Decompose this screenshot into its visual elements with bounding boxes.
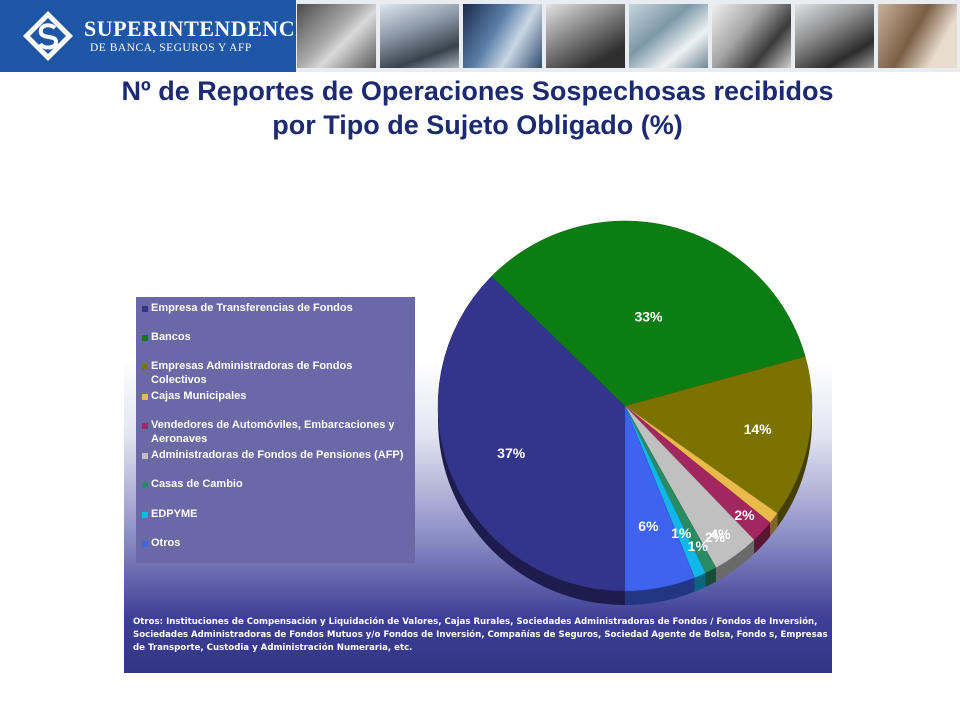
header-photo-people xyxy=(546,4,625,68)
pie-slice-side xyxy=(715,539,755,582)
page-title-line2: por Tipo de Sujeto Obligado (%) xyxy=(272,110,683,140)
footnote: Otros: Instituciones de Compensación y L… xyxy=(133,616,832,655)
legend-swatch xyxy=(142,453,148,459)
page-title-line1: Nº de Reportes de Operaciones Sospechosa… xyxy=(121,76,834,106)
legend-label: Empresas Administradoras de Fondos Colec… xyxy=(151,360,353,386)
legend-label: Vendedores de Automóviles, Embarcaciones… xyxy=(151,419,395,445)
legend-label: Empresa de Transferencias de Fondos xyxy=(151,302,353,314)
legend-swatch xyxy=(142,364,148,370)
legend-swatch xyxy=(142,541,148,547)
legend-label: Otros xyxy=(151,537,181,549)
pie-data-label: 4% xyxy=(710,526,731,542)
legend-label: EDPYME xyxy=(151,508,198,520)
chart-panel: 37% 33% 14% 2% 4% 1% 1% 6% 2% Empresa de Transfe… xyxy=(124,213,832,673)
legend-label: Cajas Municipales xyxy=(151,390,247,402)
header-photo-signing xyxy=(878,4,957,68)
header-photo-building xyxy=(380,4,459,68)
pie-data-label: 2% xyxy=(734,507,755,523)
header-photo-keyboard xyxy=(463,4,542,68)
legend-swatch xyxy=(142,335,148,341)
pie-data-label: 1% xyxy=(688,538,709,554)
pie-depth xyxy=(438,406,812,605)
pie-slice xyxy=(624,356,813,514)
legend-label: Bancos xyxy=(151,331,191,343)
logo: SUPERINTENDENCIA DE BANCA, SEGUROS Y AFP xyxy=(0,0,320,72)
legend-swatch xyxy=(142,512,148,518)
chart-legend: Empresa de Transferencias de Fondos Banco… xyxy=(136,297,415,563)
logo-title: SUPERINTENDENCIA xyxy=(84,16,321,41)
pie-data-label: 1% xyxy=(671,525,692,541)
pie-data-label: 14% xyxy=(744,421,773,437)
legend-swatch xyxy=(142,394,148,400)
header-photo-businessman xyxy=(795,4,874,68)
legend-label: Casas de Cambio xyxy=(151,478,243,490)
legend-swatch xyxy=(142,482,148,488)
pie-data-label: 6% xyxy=(638,518,659,534)
footnote-line-1: Otros: Instituciones de Compensación y L… xyxy=(133,617,818,627)
pie-data-label: 33% xyxy=(634,309,663,325)
header-photo-money xyxy=(629,4,708,68)
sbs-logo-icon xyxy=(23,11,73,61)
pie-slice-side xyxy=(625,577,695,605)
footnote-line-2: Sociedades Administradoras de Fondos Mut… xyxy=(133,630,828,640)
pie-slice xyxy=(491,220,806,407)
pie-slice-side xyxy=(754,522,771,554)
legend-swatch xyxy=(142,306,148,312)
header-banner: SUPERINTENDENCIA DE BANCA, SEGUROS Y AFP xyxy=(0,0,960,72)
pie-data-label: 37% xyxy=(497,445,526,461)
header-photo-cards xyxy=(297,4,376,68)
footnote-line-3: de Transporte, Custodia y Administración… xyxy=(133,643,413,653)
pie-slice xyxy=(624,405,695,592)
pie-slice-side xyxy=(777,406,812,528)
legend-label: Administradoras de Fondos de Pensiones (… xyxy=(151,449,404,461)
header-photo-terminal xyxy=(712,4,791,68)
pie-slice-side xyxy=(694,573,706,592)
pie-slice xyxy=(437,275,626,592)
pie-slice-side xyxy=(705,567,716,588)
pie-data-label: 2% xyxy=(705,529,726,545)
page-title: Nº de Reportes de Operaciones Sospechosa… xyxy=(0,74,955,142)
pie-slice-side xyxy=(770,513,778,537)
pie-chart: 37%33%14%2%4%1%1%6%2% xyxy=(437,220,813,605)
logo-subtitle: DE BANCA, SEGUROS Y AFP xyxy=(90,42,252,54)
legend-swatch xyxy=(142,423,148,429)
